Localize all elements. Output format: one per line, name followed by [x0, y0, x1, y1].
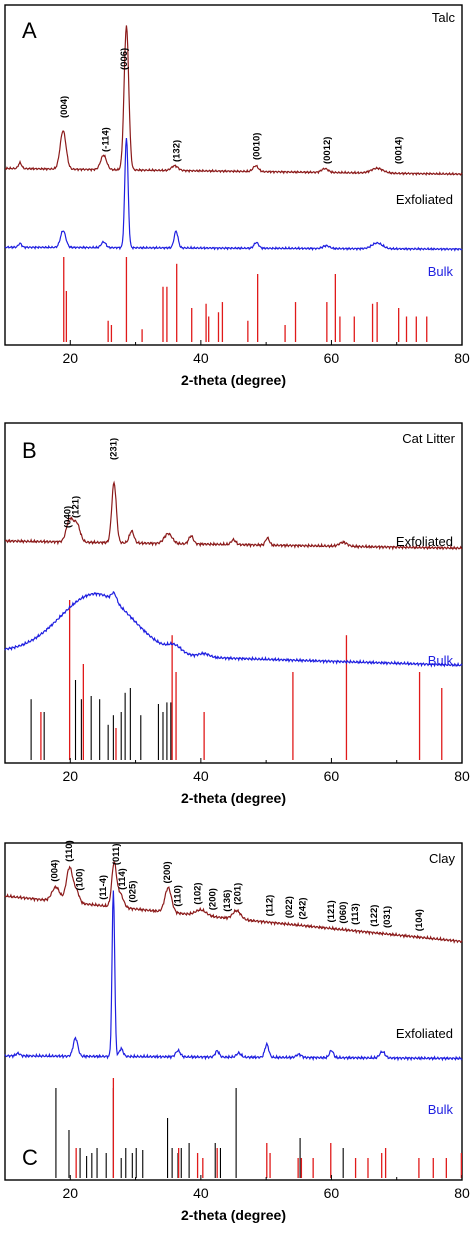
exfoliated-label: Exfoliated: [396, 1026, 453, 1041]
peak-label: (060): [338, 901, 349, 923]
plot-frame: [4, 422, 463, 764]
exfoliated-trace: [4, 860, 463, 944]
exfoliated-trace: [4, 25, 463, 177]
plot-frame: [4, 4, 463, 346]
peak-label: (040): [63, 506, 74, 528]
peak-label: (022): [284, 896, 295, 918]
peak-label: (100): [74, 868, 85, 890]
peak-label: (031): [382, 906, 393, 928]
peak-label: (201): [232, 883, 243, 905]
peak-label: (011): [111, 843, 122, 865]
bulk-trace: [4, 590, 463, 668]
exfoliated-label: Exfoliated: [396, 534, 453, 549]
bulk-label: Bulk: [428, 264, 454, 279]
peak-label: (200): [208, 888, 219, 910]
peak-label: (11-4): [98, 875, 109, 900]
x-tick-label: 60: [324, 350, 340, 366]
plot-frame: [4, 842, 463, 1181]
x-tick-label: 80: [454, 1185, 470, 1201]
peak-label: (104): [414, 909, 425, 931]
peak-label: (121): [326, 900, 337, 922]
exfoliated-label: Exfoliated: [396, 192, 453, 207]
peak-label: (006): [119, 48, 130, 70]
peak-label: (004): [50, 860, 61, 882]
peak-label: (122): [369, 905, 380, 927]
x-axis-title: 2-theta (degree): [181, 790, 286, 806]
peak-label: (102): [193, 882, 204, 904]
x-axis-title: 2-theta (degree): [181, 372, 286, 388]
x-tick-label: 80: [454, 350, 470, 366]
peak-label: (025): [127, 880, 138, 902]
sample-label: Talc: [432, 10, 456, 25]
bulk-trace: [4, 137, 463, 252]
x-tick-label: 40: [193, 1185, 209, 1201]
peak-label: (136): [222, 890, 233, 912]
peak-label: (132): [172, 140, 183, 162]
bulk-label: Bulk: [428, 1102, 454, 1117]
peak-label: (113): [350, 903, 361, 925]
sample-label: Clay: [429, 851, 456, 866]
panel-letter: A: [22, 18, 37, 43]
peak-label: (200): [162, 861, 173, 883]
x-axis-title: 2-theta (degree): [181, 1207, 286, 1223]
panel-a: 20 40 60 80 2-theta (degree) A Talc Exfoliated B…: [4, 4, 470, 388]
peak-label: (231): [108, 438, 119, 460]
x-tick-label: 20: [62, 768, 78, 784]
peak-label: (-114): [101, 127, 112, 152]
bulk-label: Bulk: [428, 653, 454, 668]
x-tick-label: 60: [324, 768, 340, 784]
peak-label: (114): [117, 868, 128, 890]
panel-c: 20 40 60 80 2-theta (degree) C Clay Exfoliated B…: [4, 840, 470, 1223]
peak-label: (0010): [251, 133, 262, 160]
x-tick-label: 20: [62, 1185, 78, 1201]
peak-label: (004): [59, 96, 70, 118]
exfoliated-trace: [4, 480, 463, 551]
panel-letter: C: [22, 1145, 38, 1170]
bulk-trace: [4, 890, 463, 1062]
peak-label: (110): [64, 840, 75, 862]
peak-label: (0012): [322, 137, 333, 164]
panel-b: 20 40 60 80 2-theta (degree) B Cat Litter Exfol…: [4, 422, 470, 806]
x-tick-label: 40: [193, 768, 209, 784]
peak-label: (121): [71, 496, 82, 518]
x-tick-label: 40: [193, 350, 209, 366]
x-tick-label: 20: [62, 350, 78, 366]
peak-label: (242): [298, 897, 309, 919]
x-tick-label: 60: [324, 1185, 340, 1201]
panel-letter: B: [22, 438, 37, 463]
peak-label: (112): [264, 895, 275, 917]
peak-label: (0014): [394, 137, 405, 164]
peak-label: (110): [172, 885, 183, 907]
x-tick-label: 80: [454, 768, 470, 784]
sample-label: Cat Litter: [402, 431, 455, 446]
